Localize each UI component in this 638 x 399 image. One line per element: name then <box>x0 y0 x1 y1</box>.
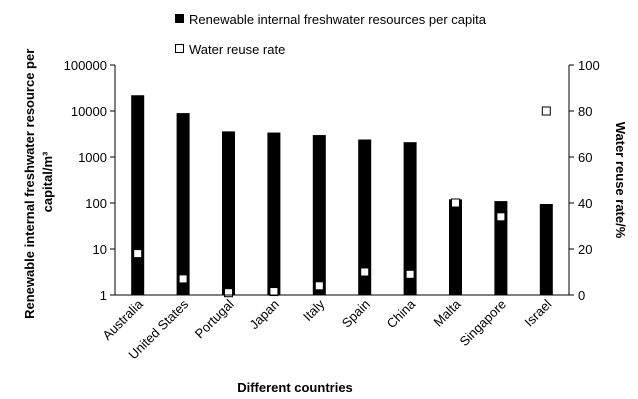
bar <box>312 135 326 295</box>
reuse-marker <box>314 281 324 291</box>
legend-swatch-marker <box>175 44 184 53</box>
right-tick-label: 80 <box>578 104 592 119</box>
reuse-marker <box>224 288 233 298</box>
bar <box>403 142 417 295</box>
left-tick-label: 100000 <box>64 58 107 73</box>
reuse-marker <box>496 212 506 222</box>
right-tick-label: 100 <box>578 58 600 73</box>
left-tick-label: 1 <box>100 288 107 303</box>
bar <box>358 139 372 295</box>
x-tick-label: Israel <box>521 296 554 329</box>
x-tick-label: Portugal <box>192 296 237 341</box>
x-tick-label: Singapore <box>456 297 509 350</box>
left-axis-ticks: 1 10 100 1000 10000 100000 <box>64 58 115 303</box>
reuse-marker <box>178 274 188 284</box>
reuse-marker <box>451 198 460 208</box>
legend-label-marker: Water reuse rate <box>189 42 285 57</box>
x-tick-label: Malta <box>431 296 465 330</box>
x-tick-label: Italy <box>300 296 328 324</box>
axes <box>114 65 570 296</box>
x-tick-label: Japan <box>246 297 282 333</box>
right-tick-label: 60 <box>578 150 592 165</box>
reuse-marker <box>269 287 279 297</box>
left-tick-label: 100 <box>85 196 107 211</box>
left-tick-label: 10 <box>93 242 107 257</box>
x-tick-label: Australia <box>99 296 146 343</box>
right-axis-ticks: 0 20 40 60 80 100 <box>569 58 600 303</box>
marker-series <box>133 106 551 298</box>
reuse-marker <box>360 267 370 277</box>
bar <box>222 131 235 295</box>
bar <box>131 95 145 295</box>
legend-swatch-bar <box>175 14 184 23</box>
bar <box>494 201 508 295</box>
right-axis-title: Water reuse rate/% <box>613 122 628 239</box>
left-axis-title: Renewable internal freshwater resource p… <box>22 45 55 319</box>
legend-label-bar: Renewable internal freshwater resources … <box>189 12 487 27</box>
legend: Renewable internal freshwater resources … <box>175 12 487 57</box>
x-tick-label: Spain <box>339 297 373 331</box>
bar-series <box>131 95 553 295</box>
bar <box>539 204 553 295</box>
left-tick-label: 1000 <box>78 150 107 165</box>
bar <box>449 199 462 295</box>
right-tick-label: 20 <box>578 242 592 257</box>
reuse-marker <box>133 249 143 259</box>
x-axis-title: Different countries <box>237 380 353 395</box>
reuse-marker <box>541 106 551 116</box>
bar <box>267 132 281 295</box>
x-tick-label: China <box>384 296 419 331</box>
left-tick-label: 10000 <box>71 104 107 119</box>
right-tick-label: 40 <box>578 196 592 211</box>
bar <box>176 113 190 295</box>
right-tick-label: 0 <box>578 288 585 303</box>
reuse-marker <box>405 269 415 279</box>
